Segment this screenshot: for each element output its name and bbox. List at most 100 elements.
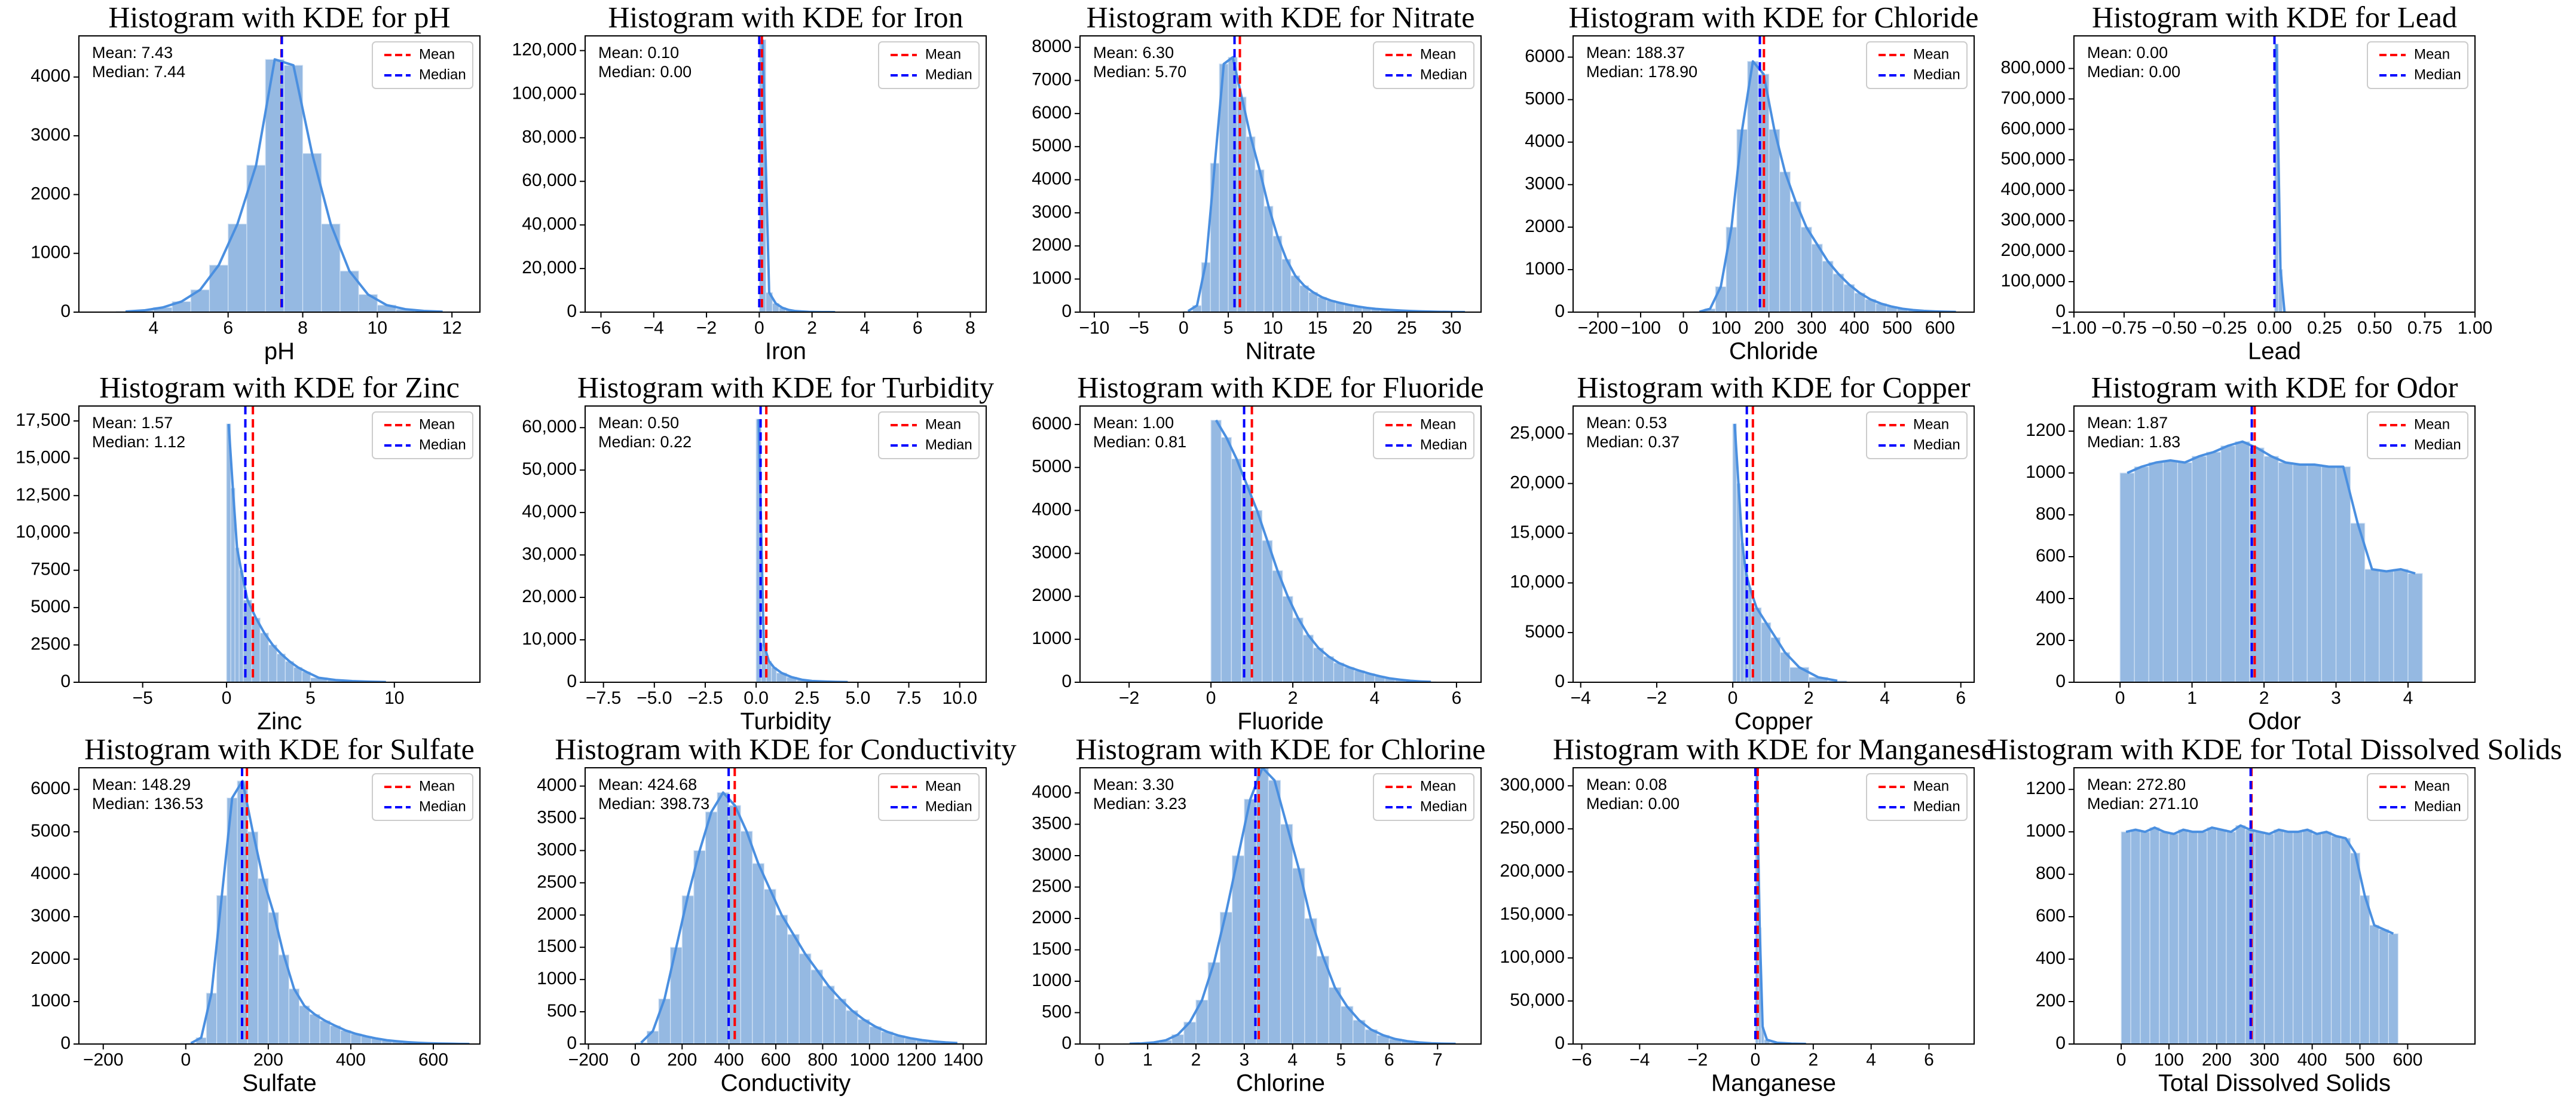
y-tick-label: 0 [2055,671,2066,691]
panel: Histogram with KDE for Conductivity Condu… [537,732,1016,1096]
x-tick-label: −200 [83,1050,124,1070]
legend-box [878,41,980,89]
x-tick-label: 0 [222,688,232,708]
bar [2292,464,2308,682]
x-tick-label: 2 [807,318,817,338]
legend-label: Mean [1420,416,1456,432]
bar [2140,831,2150,1044]
x-tick-label: 0 [1728,688,1738,708]
bar [1715,286,1727,312]
y-tick-label: 6000 [30,779,71,798]
kde-line [640,791,957,1044]
bar [309,1014,320,1044]
bar [2312,834,2323,1044]
x-axis-label: Fluoride [1237,709,1324,735]
annotation: Median: 0.00 [2087,63,2180,81]
x-axis-label: Odor [2248,709,2301,735]
annotation: Median: 5.70 [1093,63,1186,81]
x-axis-label: Sulfate [242,1070,317,1097]
y-tick-label: 0 [1061,1033,1072,1053]
legend-label: Median [419,798,466,814]
x-tick-label: 2 [1808,1050,1818,1070]
y-tick-label: 120,000 [512,40,577,60]
y-tick-label: 2500 [1032,876,1072,896]
x-tick-label: 6 [223,318,233,338]
y-tick-label: 600 [2036,546,2066,566]
y-tick-label: 1000 [30,243,71,262]
y-tick-label: 200 [2036,630,2066,649]
y-tick-label: 3000 [537,840,577,859]
annotation: Median: 136.53 [92,795,203,813]
x-tick-label: 7.5 [897,688,922,708]
x-axis-label: Nitrate [1246,338,1316,365]
bar [693,850,706,1044]
legend-label: Median [925,66,972,83]
legend-box [2367,411,2468,459]
kde-line [227,423,386,682]
x-tick-label: 1200 [897,1050,937,1070]
bar [299,1005,310,1044]
legend-label: Median [419,66,466,83]
x-tick-label: −1.00 [2051,318,2097,338]
x-tick-label: 200 [1754,318,1784,338]
y-tick-label: 40,000 [522,214,577,234]
y-tick-label: 400 [2036,588,2066,608]
bar [2369,924,2380,1044]
chart-title: Histogram with KDE for Iron [608,0,963,33]
chart-title: Histogram with KDE for Turbidity [577,370,994,404]
x-axis-label: Iron [765,338,806,365]
bar [1231,458,1243,682]
x-tick-label: 200 [667,1050,697,1070]
y-tick-label: 4000 [1032,169,1072,188]
y-tick-label: 10,000 [16,522,71,542]
x-tick-label: −0.75 [2101,318,2147,338]
legend-label: Mean [925,778,961,794]
x-tick-label: 30 [1442,318,1461,338]
y-tick-label: 400 [2036,948,2066,968]
bar [1761,622,1772,682]
bar [2263,456,2279,682]
x-tick-label: 4 [148,318,158,338]
bar [2206,451,2222,682]
bar [1333,663,1345,682]
bar [2191,456,2207,682]
kde-line [190,780,470,1044]
x-tick-label: 0 [631,1050,641,1070]
bar [1290,275,1301,312]
y-tick-label: 60,000 [522,417,577,437]
bar [846,1010,858,1044]
y-tick-label: 20,000 [1510,473,1565,493]
axes-frame [2073,405,2476,683]
x-tick-label: −4 [644,318,664,338]
legend-label: Mean [1420,46,1456,62]
x-tick-label: −2.5 [687,688,723,708]
y-tick-label: 30,000 [522,544,577,564]
axes-frame [1079,35,1482,313]
y-tick-label: 2000 [1525,216,1565,236]
x-axis-label: Chlorine [1236,1070,1325,1097]
y-tick-label: 3000 [1032,845,1072,865]
chart-title: Histogram with KDE for Chloride [1568,0,1978,33]
y-tick-label: 3000 [1525,174,1565,194]
bar [646,1030,659,1044]
bar [238,570,244,682]
chart-title: Histogram with KDE for Total Dissolved S… [1987,732,2562,765]
y-tick-label: 2000 [1032,908,1072,927]
y-tick-label: 4000 [30,66,71,86]
bar [763,889,776,1044]
x-tick-label: 600 [1925,318,1955,338]
x-tick-label: 0 [1678,318,1688,338]
chart-title: Histogram with KDE for Zinc [99,370,460,404]
legend-box [372,41,473,89]
y-tick-label: 3500 [1032,813,1072,833]
bar [246,164,266,312]
legend-label: Median [1420,66,1467,83]
annotation: Median: 7.44 [92,63,185,81]
bar [2264,834,2275,1044]
axes-frame [78,35,481,313]
legend-box [1373,41,1474,89]
bar [1268,780,1281,1044]
bar [234,547,240,682]
annotation: Mean: 0.10 [598,44,679,62]
